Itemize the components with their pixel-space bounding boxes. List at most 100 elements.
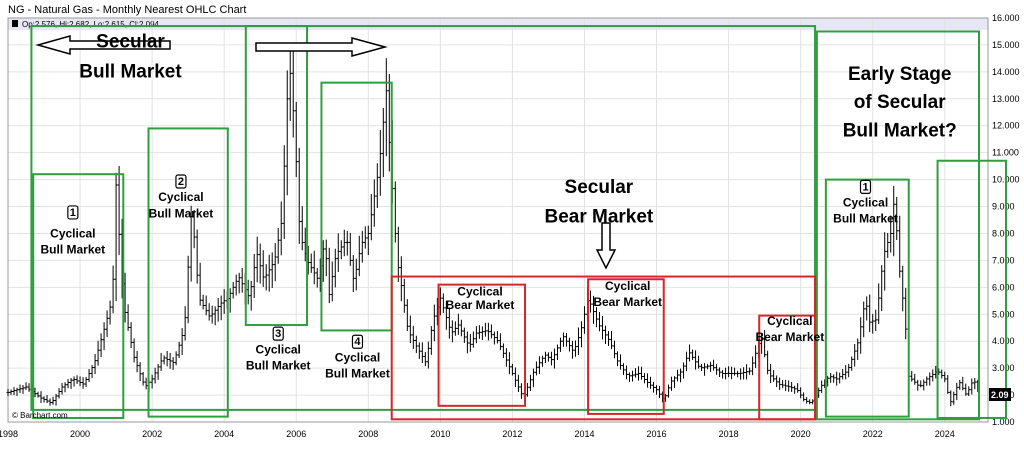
ohlc-bar [961,376,965,391]
ohlc-bar [703,362,707,376]
ohlc-bar [513,367,517,388]
ohlc-bar [739,368,743,380]
ohlc-bar [252,254,256,299]
ohlc-bar [615,351,619,367]
ohlc-bar [889,215,893,253]
ohlc-bar [730,366,734,380]
ohlc-bar [904,287,908,340]
y-tick-label: 7.000 [992,255,1015,265]
ohlc-bar [288,49,292,121]
x-tick-label: 2022 [863,429,883,439]
bull-market-box [30,25,817,411]
ohlc-bar [405,299,409,331]
ohlc-bar [925,376,929,386]
ohlc-bar [772,370,776,382]
y-tick-label: 9.000 [992,202,1015,212]
ohlc-bar [910,370,914,382]
ohlc-bar [267,254,271,292]
ohlc-bar [375,163,379,208]
ohlc-bar [955,382,959,401]
step-badge [175,174,187,189]
ohlc-bar [658,385,662,398]
ohlc-bar [691,349,695,360]
ohlc-bar [844,365,848,380]
ohlc-bar [228,288,232,313]
x-tick-label: 2018 [719,429,739,439]
ohlc-bar [294,101,298,178]
x-tick-label: 2008 [358,429,378,439]
ohlc-bar [99,333,103,358]
ohlc-bar [54,393,58,406]
ohlc-bar [492,331,496,345]
ohlc-bar [718,367,722,377]
ohlc-bar [486,322,490,341]
ohlc-bar [348,232,352,266]
ohlc-bar [970,378,974,395]
ohlc-bar [841,369,845,380]
ohlc-bar [48,398,52,406]
ohlc-bar [396,226,400,282]
ohlc-bar [417,342,421,359]
ohlc-bar [594,307,598,328]
ohlc-bar [709,361,713,372]
ohlc-readout: Op:2.576, Hi:2.682, Lo:2.615, Cl:2.094 [12,20,160,29]
step-badge [859,179,872,194]
ohlc-bar [462,327,466,343]
ohlc-bar [967,386,971,397]
ohlc-bar [802,392,806,402]
ohlc-bar [471,331,475,348]
y-tick-label: 3.000 [992,363,1015,373]
ohlc-bar [96,340,100,366]
ohlc-bar [285,70,289,196]
ohlc-bar [111,265,115,314]
ohlc-bar [210,305,214,324]
ohlc-bar [384,58,388,157]
y-tick-label: 12.000 [992,121,1020,131]
x-tick-label: 2012 [502,429,522,439]
ohlc-bar [222,289,226,314]
ohlc-bar [117,165,121,256]
ohlc-bar [507,352,511,375]
ohlc-bar [697,355,701,369]
plot-frame [7,17,989,423]
ohlc-bar [192,209,196,249]
ohlc-bar [973,378,977,390]
ohlc-bar [36,391,40,398]
ohlc-bar [787,380,791,392]
x-tick-label: 2014 [574,429,594,439]
ohlc-bar [579,321,583,348]
ohlc-bar [588,290,592,313]
y-tick-label: 4.000 [992,336,1015,346]
ohlc-bar [72,376,76,387]
ohlc-bar [198,262,202,306]
ohlc-bar [297,147,301,244]
ohlc-bar [543,351,547,363]
bear-market-box [587,278,665,415]
ohlc-bar [465,331,469,354]
ohlc-bar [721,369,725,379]
ohlc-bar [694,350,698,370]
x-tick-label: 2024 [935,429,955,439]
x-tick-label: 2010 [430,429,450,439]
ohlc-bar [667,384,671,398]
ohlc-bar [360,230,364,263]
ohlc-bar [922,379,926,391]
annotation-label-cycbear2_l2: Bear Market [593,295,662,309]
ohlc-bar [174,351,178,366]
y-tick-label: 13.000 [992,94,1020,104]
ohlc-bar [81,377,85,389]
ohlc-bar [552,348,556,369]
ohlc-bar [549,351,553,366]
ohlc-bar [838,372,842,384]
ohlc-bar [748,367,752,375]
ohlc-bar [591,295,595,324]
ohlc-bar [859,317,863,354]
ohlc-bar [27,383,31,392]
annotation-label-cycbear2_l1: Cyclical [605,279,650,293]
ohlc-bar [919,380,923,388]
annotation-label-cycnew_l1: Cyclical [843,196,888,210]
ohlc-bar [441,293,445,314]
ohlc-bar [261,250,265,287]
ohlc-bar [60,382,64,395]
annotation-label-secular_bull_2: Bull Market [79,61,182,82]
